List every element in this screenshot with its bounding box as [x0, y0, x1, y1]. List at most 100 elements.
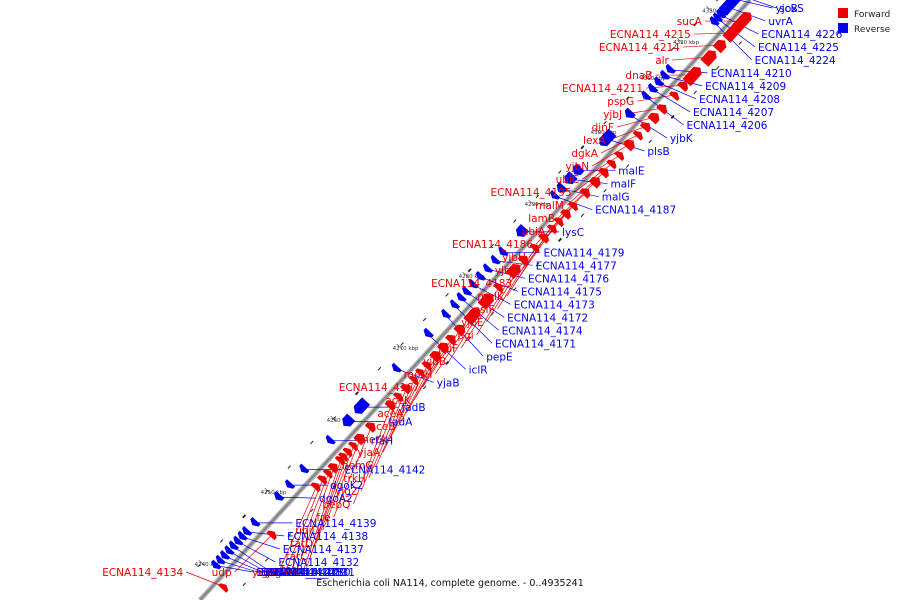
leader-line-ECNA114_4129 — [224, 555, 263, 573]
gene-arrow-ECNA114_4208 — [654, 76, 665, 87]
leader-line-yigZ — [360, 395, 400, 492]
gene-label-ECNA114_4226: ECNA114_4226 — [761, 29, 842, 41]
gene-arrow-lamB — [588, 176, 601, 189]
minor-tick — [558, 170, 562, 174]
gene-arrow-ECNA114_4224 — [709, 16, 720, 26]
gene-arrow-trkH — [400, 383, 411, 395]
gene-arrow-aceB — [429, 350, 442, 363]
gene-label-malG: malG — [602, 192, 630, 204]
gene-label-rluF: rluF — [438, 343, 458, 355]
gene-arrow-pgi — [505, 263, 521, 280]
gene-label-ECNA114_4211: ECNA114_4211 — [562, 83, 643, 95]
minor-tick — [219, 539, 224, 543]
minor-tick — [693, 90, 697, 95]
leader-line-ECNA114_4176 — [486, 268, 526, 279]
gene-arrow-ECNA114_4138 — [242, 526, 253, 536]
gene-arrow-yigN — [310, 482, 321, 493]
gene-arrow-lysC — [516, 224, 530, 237]
minor-tick — [445, 293, 449, 297]
gene-arrow-fre — [364, 422, 376, 433]
minor-tick — [693, 22, 698, 27]
scale-tick-label: 4330 kbp — [702, 8, 728, 14]
gene-label-ECNA114_4186: ECNA114_4186 — [452, 239, 533, 251]
gene-arrow-dgoK2 — [285, 479, 296, 489]
gene-label-yjaB: yjaB — [437, 377, 460, 389]
scale-tick-label: 4290 kbp — [525, 202, 551, 208]
minor-tick — [580, 213, 585, 218]
gene-arrow-ECNA114_4206 — [641, 90, 652, 100]
minor-tick — [422, 385, 427, 390]
gene-arrow-tatB — [338, 452, 349, 462]
gene-label-ECNA114_4167: ECNA114_4167 — [339, 382, 420, 394]
gene-label-ubiC: ubiC — [556, 174, 580, 186]
scale-tick — [330, 415, 337, 422]
leader-line-ECNA114_4134 — [186, 571, 225, 588]
gene-label-tatB: tatB — [281, 564, 303, 576]
legend-swatch-forward — [838, 8, 848, 18]
leader-line-ECNA114_4210 — [669, 69, 708, 74]
gene-label-psiF: psiF — [473, 304, 494, 316]
gene-arrow-yigZ — [392, 392, 404, 403]
gene-arrow-ECNA114_4211 — [677, 81, 689, 92]
leader-line-trkH — [368, 387, 408, 479]
gene-label-ECNA114_4207: ECNA114_4207 — [693, 107, 774, 119]
gene-label-ECNA114_4206: ECNA114_4206 — [686, 120, 767, 132]
gene-arrow-ECNA114_4210 — [665, 63, 676, 74]
gene-arrow-ECNA114_4175 — [475, 271, 486, 281]
gene-label-metA: metA — [359, 434, 388, 446]
gene-arrow-dgoA2 — [274, 491, 285, 501]
scale-tick — [594, 127, 601, 134]
minor-tick — [738, 41, 743, 45]
gene-arrow-uvrA — [718, 0, 739, 16]
minor-tick — [670, 47, 675, 51]
gene-arrow-metA — [421, 361, 432, 371]
gene-label-malK: malK — [477, 291, 505, 303]
leader-line-udp — [234, 533, 273, 573]
gene-arrow-ubiA — [579, 188, 591, 199]
leader-line-ECNA114_4131 — [232, 546, 272, 573]
gene-arrow-yjbN — [622, 139, 635, 152]
gene-arrow-fadB — [353, 397, 371, 414]
gene-label-ubiB: ubiB — [270, 567, 293, 579]
gene-label-tatC: tatC — [286, 551, 308, 563]
gene-arrow-ECNA114_4167 — [453, 324, 466, 337]
gene-label-ubiD: ubiD — [295, 525, 319, 537]
leader-line-ubiB — [295, 466, 335, 573]
minor-tick — [648, 71, 652, 76]
minor-tick — [287, 533, 292, 537]
gene-label-yjcB: yjcB — [776, 3, 798, 15]
leader-line-ECNA114_4132 — [237, 541, 276, 563]
leader-line-ECNA114_4128 — [219, 560, 258, 573]
gene-label-malM: malM — [535, 200, 564, 212]
gene-arrow-malM — [598, 167, 609, 179]
gene-arrow-yjbB — [477, 293, 494, 310]
gene-label-fadB: fadB — [402, 402, 426, 414]
gene-arrow-tatD — [348, 441, 359, 452]
gene-label-ECNA114_4138: ECNA114_4138 — [287, 531, 368, 543]
gene-arrow-yjbK — [624, 107, 636, 119]
gene-label-malE: malE — [618, 166, 644, 178]
gene-arrow-malK — [538, 233, 549, 244]
gene-label-aceK: aceK — [385, 395, 412, 407]
gene-label-ECNA114_4224: ECNA114_4224 — [755, 55, 836, 67]
gene-label-yjbG: yjbG — [495, 265, 519, 277]
gene-label-ECNA114_4130: ECNA114_4130 — [270, 567, 351, 579]
gene-label-plsB: plsB — [647, 146, 669, 158]
scale-tick-label: 4270 kbp — [393, 346, 419, 352]
gene-arrow-ECNA114_4209 — [660, 69, 671, 80]
gene-arrow-ubiB — [327, 463, 339, 474]
gene-arrow-fadA — [342, 413, 356, 427]
gene-arrow-psiF — [529, 243, 540, 254]
gene-arrow-tatA — [334, 456, 345, 466]
gene-arrow-ECNA114_4134 — [218, 583, 229, 593]
scale-tick — [528, 199, 535, 206]
gene-label-aceB: aceB — [370, 421, 396, 433]
legend-item-reverse: Reverse — [838, 23, 890, 38]
gene-label-dgoK2: dgoK2 — [330, 480, 363, 492]
minor-tick — [535, 194, 540, 199]
gene-arrow-yjbG — [553, 217, 564, 227]
leader-line-fre — [333, 425, 372, 518]
gene-label-ECNA114_4128: ECNA114_4128 — [261, 567, 342, 579]
gene-label-dnaB: dnaB — [625, 70, 652, 82]
scale-tick — [462, 271, 469, 278]
